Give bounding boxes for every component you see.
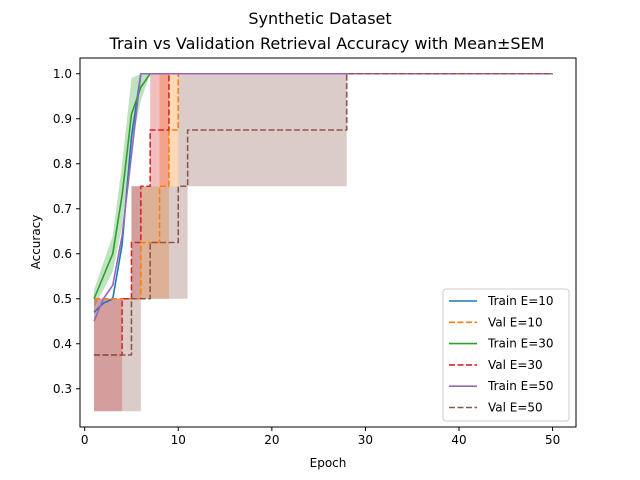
y-axis-label: Accuracy <box>29 215 43 270</box>
x-tick-label: 0 <box>81 433 89 447</box>
series-lines <box>93 72 553 356</box>
legend-label-val-e-50: Val E=50 <box>488 401 543 415</box>
y-tick-label: 0.7 <box>53 202 72 216</box>
y-axis-ticks: 0.3 0.4 0.5 0.6 0.7 0.8 0.9 1.0 <box>53 67 80 396</box>
x-tick-label: 30 <box>358 433 373 447</box>
legend-label-val-e-30: Val E=30 <box>488 358 543 372</box>
legend: Train E=10 Val E=10 Train E=30 Val E=30 Trai… <box>442 288 570 422</box>
x-tick-label: 50 <box>545 433 560 447</box>
y-tick-label: 0.9 <box>53 112 72 126</box>
line-train-e-50 <box>93 72 553 322</box>
y-tick-label: 0.6 <box>53 247 72 261</box>
y-tick-label: 0.4 <box>53 337 72 351</box>
x-tick-label: 40 <box>451 433 466 447</box>
line-val-e-50 <box>94 72 553 356</box>
x-tick-label: 20 <box>264 433 279 447</box>
legend-label-train-e-10: Train E=10 <box>487 294 554 308</box>
line-val-e-10 <box>94 72 553 300</box>
y-tick-label: 0.5 <box>53 292 72 306</box>
y-tick-label: 1.0 <box>53 67 72 81</box>
legend-label-train-e-50: Train E=50 <box>487 379 554 393</box>
y-tick-label: 0.3 <box>53 382 72 396</box>
legend-label-train-e-30: Train E=30 <box>487 337 554 351</box>
x-axis-label: Epoch <box>310 456 347 470</box>
y-tick-label: 0.8 <box>53 157 72 171</box>
band-val-e-50 <box>94 73 553 412</box>
x-tick-label: 10 <box>171 433 186 447</box>
chart-title: Synthetic Dataset <box>248 9 391 28</box>
x-axis-ticks: 0 10 20 30 40 50 <box>81 427 560 447</box>
chart-subtitle: Train vs Validation Retrieval Accuracy w… <box>109 34 545 53</box>
legend-label-val-e-10: Val E=10 <box>488 315 543 329</box>
band-train-e-30 <box>94 73 553 308</box>
plot-frame <box>79 57 577 428</box>
sem-bands <box>94 73 553 412</box>
